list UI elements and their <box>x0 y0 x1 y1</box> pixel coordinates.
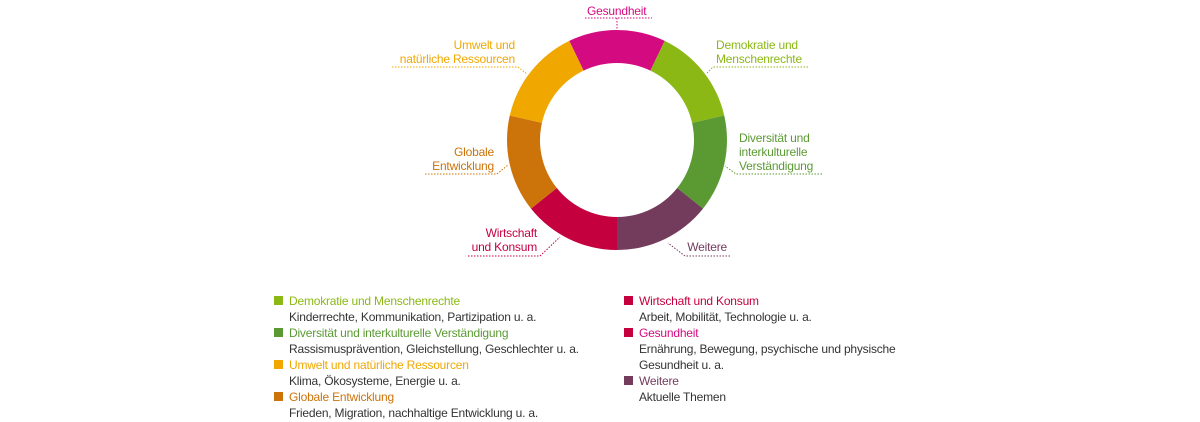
legend-title: Diversität und interkulturelle Verständi… <box>289 326 509 340</box>
legend-item: Gesundheit Ernährung, Bewegung, psychisch… <box>624 325 896 373</box>
donut-slice-globale-entwicklung <box>506 115 557 209</box>
label-globale: Globale Entwicklung <box>432 145 494 173</box>
legend-title: Weitere <box>639 374 679 388</box>
legend-item: Globale Entwicklung Frieden, Migration, n… <box>274 389 579 421</box>
legend-title: Wirtschaft und Konsum <box>639 294 759 308</box>
donut-slice-diversität-und-interkulturelle-verständigung <box>677 115 727 209</box>
legend-swatch <box>274 360 283 369</box>
donut-slice-gesundheit <box>569 29 665 71</box>
legend-description: Arbeit, Mobilität, Technologie u. a. <box>639 310 812 324</box>
donut-slice-weitere <box>617 188 704 250</box>
legend-item: Diversität und interkulturelle Verständi… <box>274 325 579 357</box>
legend-description: Gesundheit u. a. <box>639 358 724 372</box>
leader-wirtschaft <box>468 236 561 257</box>
legend-title: Demokratie und Menschenrechte <box>289 294 460 308</box>
legend-description: Ernährung, Bewegung, psychische und phys… <box>639 342 896 356</box>
donut-chart <box>392 17 822 257</box>
legend-title: Gesundheit <box>639 326 699 340</box>
legend-swatch <box>274 392 283 401</box>
legend-description: Kinderrechte, Kommunikation, Partizipati… <box>289 310 537 324</box>
label-demokratie: Demokratie und Menschenrechte <box>716 38 802 66</box>
legend-swatch <box>624 328 633 337</box>
legend-right: Wirtschaft und Konsum Arbeit, Mobilität, … <box>624 293 896 405</box>
legend-swatch <box>274 328 283 337</box>
legend-description: Aktuelle Themen <box>639 390 726 404</box>
donut-slice-umwelt-und-natürliche-ressourcen <box>509 40 584 123</box>
legend-title: Umwelt und natürliche Ressourcen <box>289 358 469 372</box>
label-gesundheit: Gesundheit <box>587 4 647 18</box>
legend-left: Demokratie und Menschenrechte Kinderrecht… <box>274 293 579 421</box>
label-umwelt: Umwelt und natürliche Ressourcen <box>399 38 515 66</box>
donut-slice-demokratie-und-menschenrechte <box>650 40 725 123</box>
legend-item: Weitere Aktuelle Themen <box>624 373 896 405</box>
legend-description: Klima, Ökosysteme, Energie u. a. <box>289 374 461 388</box>
legend-swatch <box>624 296 633 305</box>
legend-description: Frieden, Migration, nachhaltige Entwickl… <box>289 406 539 420</box>
leader-demokratie <box>705 66 808 75</box>
legend-swatch <box>624 376 633 385</box>
legend-title: Globale Entwicklung <box>289 390 394 404</box>
leader-umwelt <box>392 66 528 75</box>
donut-slice-wirtschaft-und-konsum <box>530 188 617 250</box>
label-diversitaet: Diversität und interkulturelle Verständigu… <box>739 131 814 173</box>
label-weitere: Weitere <box>687 240 727 254</box>
legend-swatch <box>274 296 283 305</box>
label-wirtschaft: Wirtschaft und Konsum <box>471 226 538 254</box>
legend-description: Rassismusprävention, Gleichstellung, Ges… <box>289 342 579 356</box>
legend-item: Demokratie und Menschenrechte Kinderrecht… <box>274 293 579 325</box>
leader-weitere <box>667 242 730 257</box>
legend-item: Umwelt und natürliche Ressourcen Klima, Ö… <box>274 357 579 389</box>
leader-globale <box>425 164 509 175</box>
legend-item: Wirtschaft und Konsum Arbeit, Mobilität, … <box>624 293 896 325</box>
